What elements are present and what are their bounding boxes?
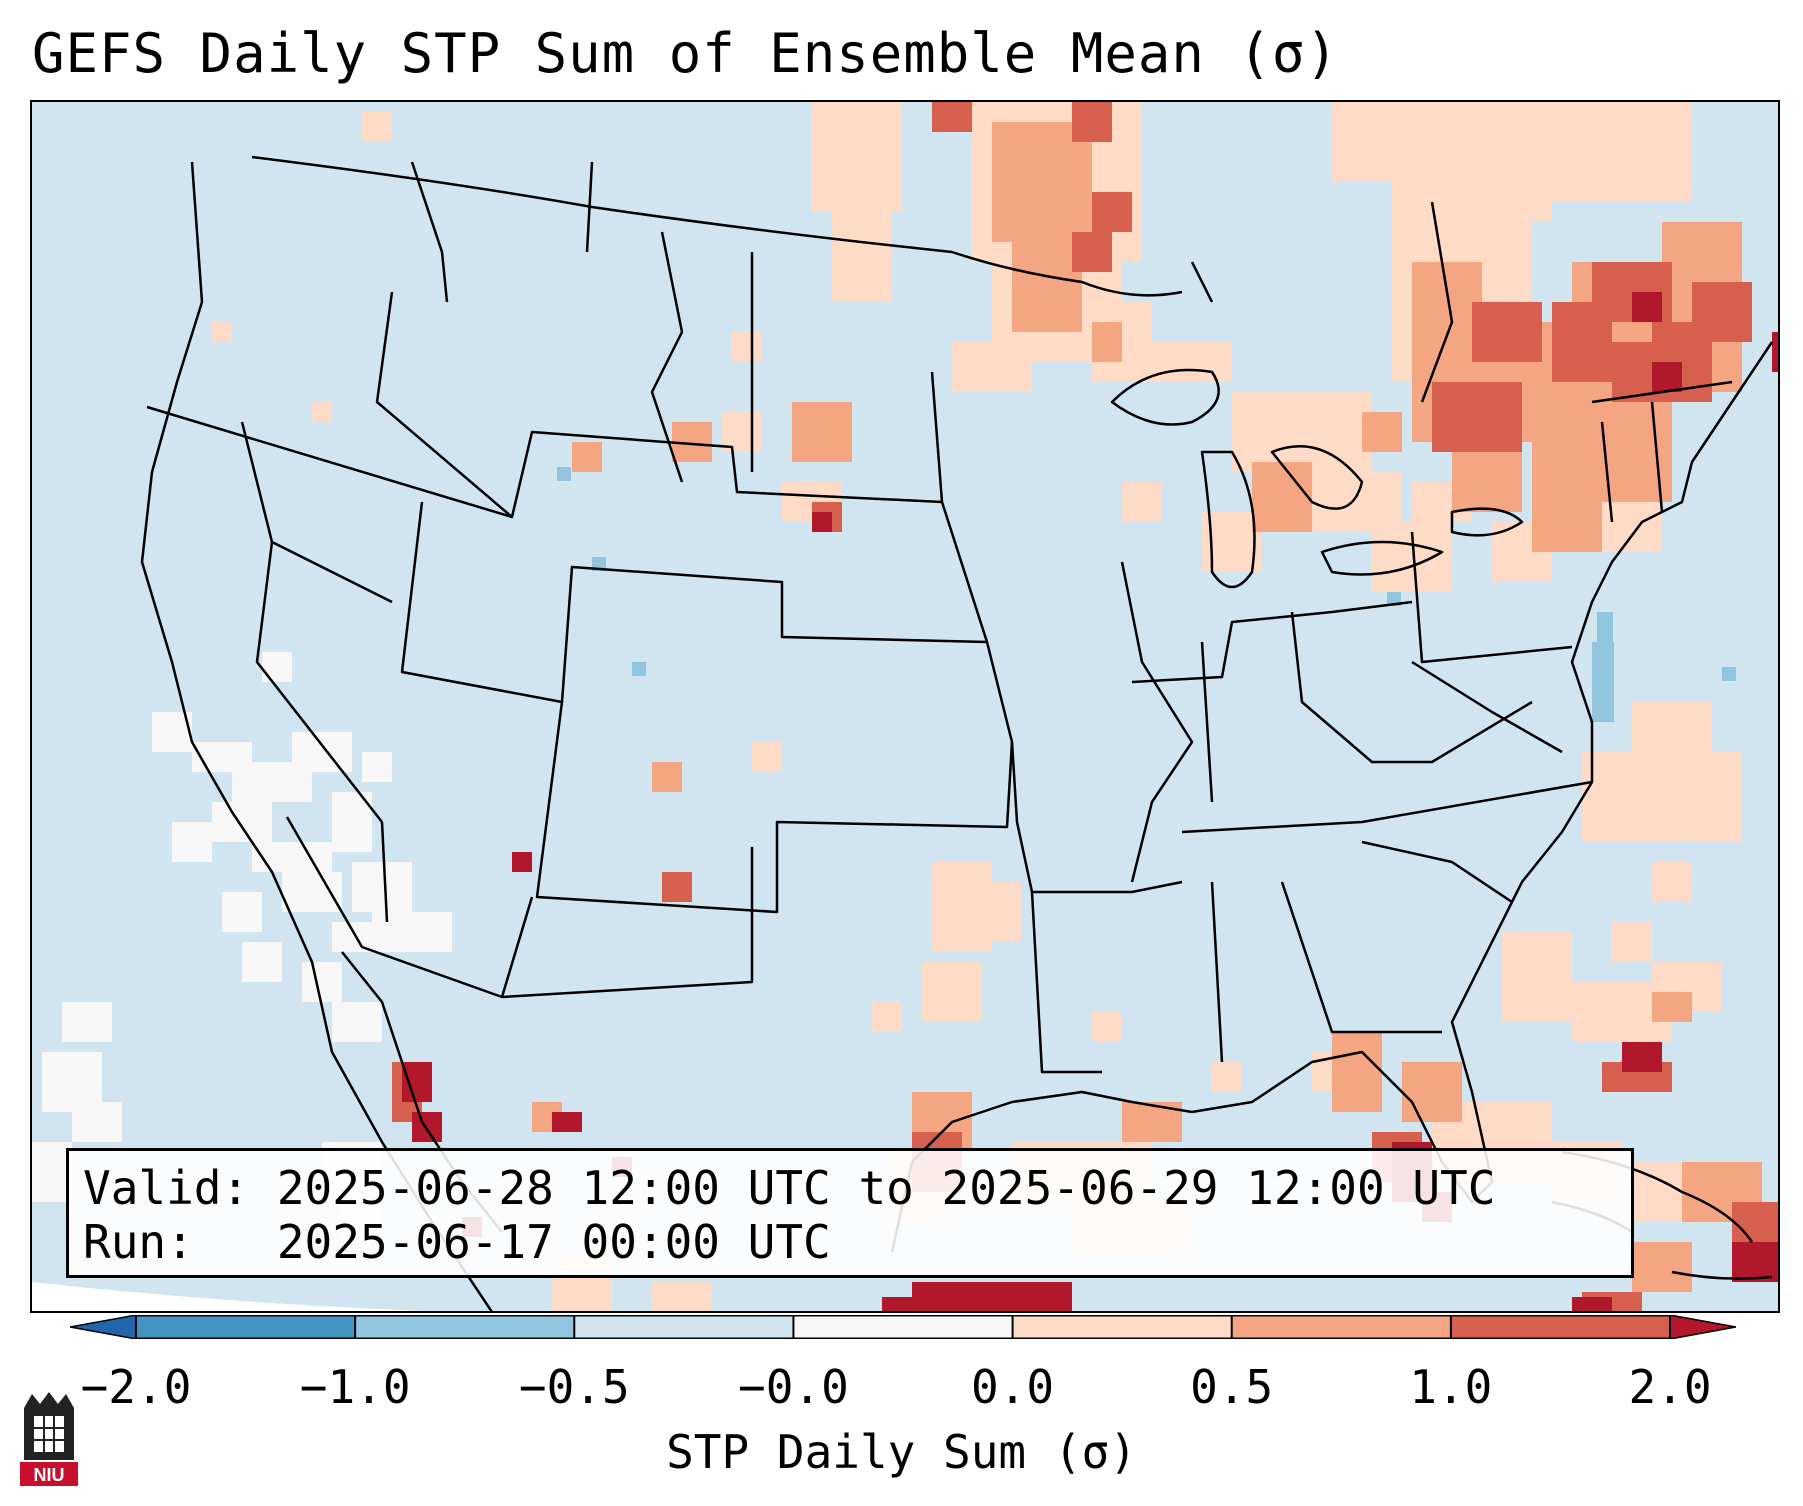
colorbar-segment xyxy=(1012,1315,1233,1339)
neutral-anomaly-cells xyxy=(32,652,452,1242)
colorbar-tick-label: −0.5 xyxy=(518,1360,630,1414)
colorbar-tick-label: 0.0 xyxy=(971,1360,1055,1414)
map-svg xyxy=(32,102,1778,1311)
colorbar-tick-label: −1.0 xyxy=(299,1360,411,1414)
colorbar-segment xyxy=(1231,1315,1452,1339)
map-panel xyxy=(30,100,1780,1313)
valid-time-text: Valid: 2025-06-28 12:00 UTC to 2025-06-2… xyxy=(83,1161,1496,1215)
valid-run-info-box: Valid: 2025-06-28 12:00 UTC to 2025-06-2… xyxy=(66,1148,1634,1278)
colorbar-tick-label: −2.0 xyxy=(80,1360,192,1414)
colorbar-tick-label: −0.0 xyxy=(738,1360,849,1414)
colorbar-segment xyxy=(136,1315,356,1339)
colorbar-tick-label: 0.5 xyxy=(1190,1360,1274,1414)
colorbar-tick-label: 1.0 xyxy=(1409,1360,1493,1414)
colorbar-segment xyxy=(574,1315,794,1339)
logo-text: NIU xyxy=(34,1465,65,1485)
colorbar xyxy=(70,1315,1736,1339)
colorbar-tick-label: 2.0 xyxy=(1628,1360,1712,1414)
colorbar-segment xyxy=(793,1315,1014,1339)
colorbar-extend-low xyxy=(70,1315,137,1339)
colorbar-segment xyxy=(355,1315,575,1339)
negative-anomaly-cells xyxy=(557,467,1736,722)
niu-logo: NIU xyxy=(20,1392,78,1486)
colorbar-label: STP Daily Sum (σ) xyxy=(666,1425,1137,1479)
run-time-text: Run: 2025-06-17 00:00 UTC xyxy=(83,1215,831,1269)
colorbar-segments xyxy=(70,1315,1736,1339)
figure-title: GEFS Daily STP Sum of Ensemble Mean (σ) xyxy=(32,22,1339,85)
colorbar-extend-high xyxy=(1669,1315,1736,1339)
colorbar-ticks xyxy=(135,1315,1671,1339)
us-canada-border xyxy=(251,155,953,254)
colorbar-segment xyxy=(1450,1315,1671,1339)
out-of-domain-area xyxy=(32,1282,424,1311)
